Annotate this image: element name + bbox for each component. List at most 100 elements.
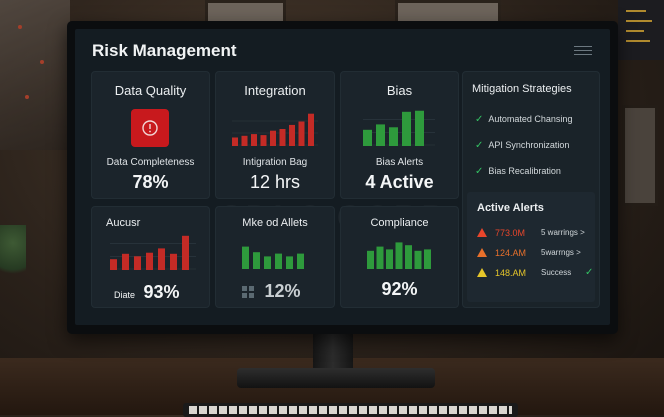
- chart-bar: [242, 246, 249, 269]
- monitor-base: [237, 368, 435, 388]
- monitor: Risk Management SDLC CORP Data Quality D…: [67, 21, 618, 334]
- card-title: Aucusr: [106, 217, 141, 229]
- alert-status: Success: [541, 268, 572, 277]
- mitigation-item[interactable]: ✓ Automated Chansing: [475, 114, 572, 125]
- check-icon: ✓: [475, 114, 484, 125]
- alert-status: 5warrngs >: [541, 248, 581, 257]
- chart-bar: [363, 129, 372, 146]
- check-icon: ✓: [585, 267, 594, 278]
- audit-bar-chart: [110, 232, 196, 270]
- audit-metric: Diate 93%: [114, 282, 180, 303]
- metric-value: 12%: [264, 281, 301, 301]
- chart-bar: [279, 129, 286, 146]
- card-alerts-mini[interactable]: Mke od Allets 12%: [215, 206, 335, 308]
- chart-bar: [253, 252, 260, 269]
- mitigation-title: Mitigation Strategies: [472, 83, 572, 95]
- card-title: Mke od Allets: [242, 217, 308, 229]
- chart-bar: [275, 253, 282, 269]
- chart-bar: [386, 249, 393, 269]
- alerts-metric: 12%: [242, 281, 300, 302]
- metric-label: Diate: [114, 290, 136, 300]
- plant-decoration: [0, 225, 26, 285]
- chart-bar: [297, 253, 304, 269]
- chart-bar: [134, 256, 141, 270]
- chart-bar: [251, 134, 257, 146]
- alert-value: 148.AM: [495, 268, 527, 278]
- card-integration[interactable]: Integration Intigration Bag 12 hrs: [215, 71, 335, 199]
- integration-bar-chart: [232, 110, 318, 146]
- chart-bar: [389, 127, 398, 146]
- check-icon: ✓: [475, 166, 484, 177]
- compliance-bar-chart: [367, 239, 433, 269]
- card-bias[interactable]: Bias Bias Alerts 4 Active: [340, 71, 459, 199]
- card-compliance[interactable]: Compliance 92%: [340, 206, 459, 308]
- card-data-quality[interactable]: Data Quality Data Completeness 78%: [91, 71, 210, 199]
- chart-bar: [146, 252, 153, 270]
- chart-bar: [232, 137, 238, 146]
- monitor-stand: [313, 333, 353, 373]
- alert-row[interactable]: 773.0M 5 warrings >: [477, 227, 585, 241]
- metric-value: 4 Active: [365, 172, 434, 192]
- chart-bar: [367, 250, 374, 269]
- chart-bar: [395, 242, 403, 269]
- alert-status: 5 warrings >: [541, 228, 585, 237]
- alert-icon: [131, 109, 169, 147]
- chart-bar: [376, 246, 384, 269]
- chart-bar: [289, 124, 295, 146]
- metric-label: Data Completeness: [106, 157, 195, 168]
- alerts-bar-chart: [242, 239, 308, 269]
- warning-icon: [477, 228, 487, 237]
- chart-bar: [298, 121, 305, 146]
- dashboard-screen: Risk Management SDLC CORP Data Quality D…: [75, 29, 610, 325]
- chart-bar: [424, 249, 431, 269]
- wall-map-decoration: [0, 0, 70, 150]
- alert-value: 773.0M: [495, 228, 526, 238]
- chart-bar: [376, 124, 385, 146]
- chart-bar: [122, 253, 129, 270]
- card-title: Data Quality: [114, 83, 187, 98]
- chart-bar: [308, 113, 314, 146]
- chart-bar: [405, 245, 412, 269]
- card-title: Compliance: [370, 217, 429, 229]
- chart-bar: [415, 110, 424, 146]
- card-title: Bias: [386, 83, 413, 98]
- chart-bar: [182, 235, 189, 270]
- metric-label: Bias Alerts: [375, 157, 424, 168]
- metric-value: 78%: [132, 172, 169, 192]
- active-alerts-title: Active Alerts: [477, 202, 544, 214]
- mitigation-item[interactable]: ✓ Bias Recalibration: [475, 166, 561, 177]
- chart-bar: [270, 130, 276, 146]
- grid-icon: [242, 286, 254, 298]
- mitigation-label: API Synchronization: [488, 140, 570, 150]
- page-title: Risk Management: [92, 41, 237, 60]
- warning-icon: [477, 248, 487, 257]
- chart-bar: [264, 256, 271, 269]
- chart-bar: [260, 135, 267, 146]
- alert-row[interactable]: 148.AM Success ✓: [477, 267, 593, 281]
- card-title: Integration: [244, 83, 306, 98]
- chart-bar: [170, 253, 177, 270]
- mitigation-label: Automated Chansing: [488, 114, 573, 124]
- warning-icon: [477, 268, 487, 277]
- metric-value: 92%: [381, 279, 418, 299]
- card-audit[interactable]: Aucusr Diate 93%: [91, 206, 210, 308]
- chart-bar: [402, 111, 411, 146]
- metric-value: 93%: [143, 282, 180, 302]
- chart-bar: [241, 135, 248, 146]
- mitigation-label: Bias Recalibration: [488, 166, 561, 176]
- check-icon: ✓: [475, 140, 484, 151]
- chart-bar: [110, 259, 117, 270]
- active-alerts-panel: Active Alerts 773.0M 5 warrings > 124.AM…: [467, 192, 595, 302]
- metric-label: Intigration Bag: [242, 157, 308, 168]
- chart-bar: [414, 250, 422, 269]
- chart-bar: [158, 248, 165, 270]
- menu-icon[interactable]: [574, 46, 592, 56]
- bias-bar-chart: [363, 108, 435, 146]
- keyboard: [183, 403, 518, 417]
- alert-value: 124.AM: [495, 248, 527, 258]
- chart-bar: [286, 256, 293, 269]
- side-panel: Mitigation Strategies ✓ Automated Chansin…: [462, 71, 600, 308]
- mitigation-item[interactable]: ✓ API Synchronization: [475, 140, 569, 151]
- wall-frame: [622, 105, 658, 206]
- alert-row[interactable]: 124.AM 5warrngs >: [477, 247, 585, 261]
